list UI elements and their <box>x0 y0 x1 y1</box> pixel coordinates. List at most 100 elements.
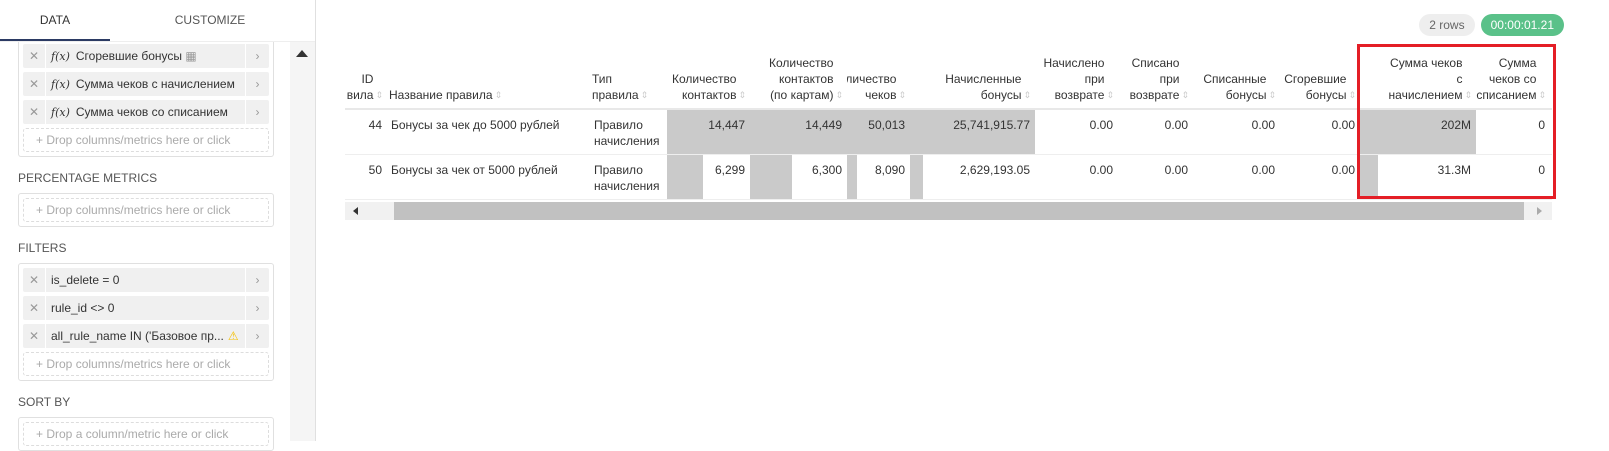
sort-icon[interactable]: ⇕ <box>1348 90 1356 100</box>
scroll-right-icon[interactable] <box>1537 207 1542 215</box>
cell-bar <box>910 110 1035 154</box>
column-header-written-bonuses[interactable]: Списанные бонусы ⇕ <box>1193 55 1280 108</box>
results-table: ID вила ⇕ Название правила ⇕ Тип правила ⇕ Кол… <box>345 55 1552 200</box>
column-header-written-on-return[interactable]: Списано при возврате ⇕ <box>1118 55 1193 108</box>
chevron-right-icon[interactable]: › <box>245 100 269 124</box>
cell-value: 0 <box>1538 163 1545 177</box>
column-header-contacts-cards[interactable]: Количество контактов (по картам) ⇕ <box>750 55 847 108</box>
function-icon: f(x) <box>51 106 70 119</box>
cell-value: 0.00 <box>1251 118 1275 132</box>
sort-icon[interactable]: ⇕ <box>1538 90 1546 100</box>
cell-rule-name: Бонусы за чек до 5000 рублей <box>387 110 590 154</box>
header-label: Количество чеков <box>847 72 897 102</box>
scroll-left-icon[interactable] <box>353 207 358 215</box>
calculator-icon: ▦ <box>185 49 197 63</box>
control-panel: DATA CUSTOMIZE ✕ f(x) Сгоревшие бонусы ▦ › ✕… <box>0 0 316 451</box>
header-label: Начисленные бонусы <box>945 72 1022 102</box>
sort-icon[interactable]: ⇕ <box>1106 90 1114 100</box>
column-header-accrued-on-return[interactable]: Начислено при возврате ⇕ <box>1035 55 1118 108</box>
cell-sum-with-writeoff: 0 <box>1476 155 1550 199</box>
cell-id: 44 <box>335 110 387 154</box>
sort-icon[interactable]: ⇕ <box>898 90 906 100</box>
column-header-sum-with-accrual[interactable]: Сумма чеков с начислением ⇕ <box>1360 55 1476 108</box>
warning-icon: ⚠ <box>227 329 239 343</box>
cell-bar <box>847 110 910 154</box>
cell-value: 202M <box>1440 118 1471 132</box>
sort-icon[interactable]: ⇕ <box>1181 90 1189 100</box>
column-header-accrued-bonuses[interactable]: Начисленные бонусы ⇕ <box>910 55 1035 108</box>
selected-item[interactable]: ✕ is_delete = 0 › <box>23 268 269 292</box>
remove-icon[interactable]: ✕ <box>23 44 46 68</box>
column-header-id[interactable]: ID вила ⇕ <box>335 55 387 108</box>
cell-checks: 8,090 <box>847 155 910 199</box>
sort-drop-zone[interactable]: + Drop a column/metric here or click <box>23 422 269 446</box>
sort-icon[interactable]: ⇕ <box>1464 90 1472 100</box>
scrollbar[interactable] <box>290 42 315 441</box>
cell-value: 25,741,915.77 <box>953 118 1030 132</box>
remove-icon[interactable]: ✕ <box>23 72 46 96</box>
cell-bar <box>910 155 923 199</box>
item-label: rule_id <> 0 <box>46 301 245 315</box>
metrics-drop-zone[interactable]: + Drop columns/metrics here or click <box>23 128 269 152</box>
cell-rule-type: Правило начисления <box>590 155 667 199</box>
cell-value: Правило начисления <box>594 118 660 148</box>
column-header-checks[interactable]: Количество чеков⇕ <box>847 55 910 108</box>
sort-icon[interactable]: ⇕ <box>494 90 503 100</box>
sort-icon[interactable]: ⇕ <box>835 90 843 100</box>
cell-value: 0.00 <box>1164 163 1188 177</box>
selected-item[interactable]: ✕ f(x) Сгоревшие бонусы ▦ › <box>23 44 269 68</box>
cell-burned-bonuses: 0.00 <box>1280 110 1360 154</box>
cell-accrued-bonuses: 2,629,193.05 <box>910 155 1035 199</box>
header-label: Начислено при возврате <box>1043 56 1105 102</box>
cell-written-bonuses: 0.00 <box>1193 110 1280 154</box>
cell-value: 0.00 <box>1331 163 1355 177</box>
cell-value: 0.00 <box>1251 163 1275 177</box>
sort-icon[interactable]: ⇕ <box>1023 90 1031 100</box>
sort-icon[interactable]: ⇕ <box>640 90 649 100</box>
chevron-right-icon[interactable]: › <box>245 72 269 96</box>
cell-value: Правило начисления <box>594 163 660 193</box>
cell-bar <box>750 155 793 199</box>
chevron-right-icon[interactable]: › <box>245 268 269 292</box>
remove-icon[interactable]: ✕ <box>23 268 46 292</box>
scrollbar-thumb[interactable] <box>394 202 1524 220</box>
tab-customize[interactable]: CUSTOMIZE <box>174 13 246 27</box>
sort-icon[interactable]: ⇕ <box>375 90 383 100</box>
chevron-right-icon[interactable]: › <box>245 296 269 320</box>
column-header-rule-type[interactable]: Тип правила ⇕ <box>590 55 667 108</box>
sort-icon[interactable]: ⇕ <box>738 90 746 100</box>
remove-icon[interactable]: ✕ <box>23 324 46 348</box>
row-count-badge: 2 rows <box>1419 14 1475 36</box>
selected-item[interactable]: ✕ f(x) Сумма чеков с начислением › <box>23 72 269 96</box>
selected-item[interactable]: ✕ all_rule_name IN ('Базовое пр... ⚠ › <box>23 324 269 348</box>
cell-bar <box>847 155 858 199</box>
cell-value: 0.00 <box>1331 118 1355 132</box>
cell-value: 6,299 <box>714 163 745 177</box>
column-header-rule-name[interactable]: Название правила ⇕ <box>387 55 590 108</box>
item-label: is_delete = 0 <box>46 273 245 287</box>
column-header-contacts[interactable]: Количество контактов ⇕ <box>667 55 750 108</box>
remove-icon[interactable]: ✕ <box>23 100 46 124</box>
header-label: Сумма чеков со списанием <box>1476 56 1537 102</box>
drop-label: Drop columns/metrics here or click <box>46 357 231 371</box>
cell-contacts-cards: 14,449 <box>750 110 847 154</box>
filters-drop-zone[interactable]: + Drop columns/metrics here or click <box>23 352 269 376</box>
percentage-drop-zone[interactable]: + Drop columns/metrics here or click <box>23 198 269 222</box>
cell-bar <box>750 110 847 154</box>
horizontal-scrollbar[interactable] <box>345 202 1552 220</box>
cell-contacts: 6,299 <box>667 155 750 199</box>
drop-label: Drop columns/metrics here or click <box>46 203 231 217</box>
column-header-burned-bonuses[interactable]: Сгоревшие бонусы ⇕ <box>1280 55 1360 108</box>
chevron-right-icon[interactable]: › <box>245 324 269 348</box>
table-header: ID вила ⇕ Название правила ⇕ Тип правила ⇕ Кол… <box>345 55 1552 110</box>
chevron-right-icon[interactable]: › <box>245 44 269 68</box>
header-label: Списанные бонусы <box>1203 72 1267 102</box>
column-header-sum-with-writeoff[interactable]: Сумма чеков со списанием ⇕ <box>1476 55 1550 108</box>
scroll-up-icon[interactable] <box>296 50 308 57</box>
drop-label: Drop columns/metrics here or click <box>46 133 231 147</box>
tab-data[interactable]: DATA <box>0 0 110 41</box>
remove-icon[interactable]: ✕ <box>23 296 46 320</box>
selected-item[interactable]: ✕ rule_id <> 0 › <box>23 296 269 320</box>
sort-icon[interactable]: ⇕ <box>1268 90 1276 100</box>
selected-item[interactable]: ✕ f(x) Сумма чеков со списанием › <box>23 100 269 124</box>
